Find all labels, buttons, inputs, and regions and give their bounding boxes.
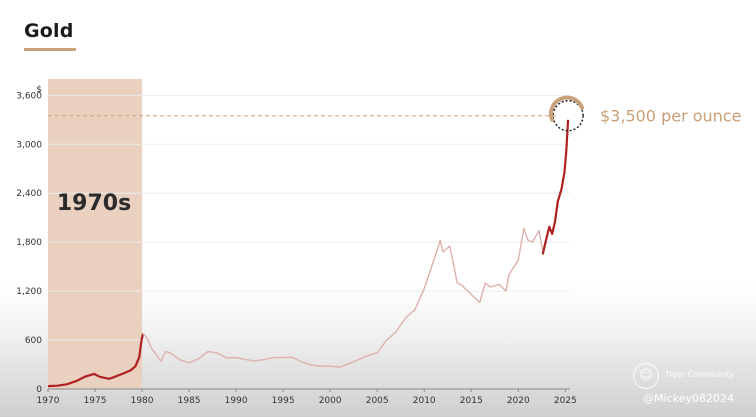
gold-price-line-highlight bbox=[541, 119, 570, 255]
y-tick-label: 600 bbox=[25, 336, 42, 346]
gold-price-line-faded bbox=[142, 227, 544, 368]
x-tick-label: 2025 bbox=[554, 396, 577, 406]
x-tick-label: 2015 bbox=[460, 396, 483, 406]
x-tick-label: 2005 bbox=[366, 396, 389, 406]
price-callout-label: $3,500 per ounce bbox=[600, 107, 741, 126]
chart-title: Gold bbox=[24, 20, 74, 42]
x-tick-label: 2000 bbox=[319, 396, 342, 406]
gold-price-line-highlight bbox=[47, 333, 145, 388]
tiger-community-watermark: ☺ Tiger Community @Mickey082024 bbox=[633, 363, 748, 411]
y-tick-label: 1,200 bbox=[16, 287, 42, 297]
x-tick-label: 1985 bbox=[178, 396, 201, 406]
price-callout-ring-inner bbox=[552, 99, 584, 132]
y-axis-unit-label: $ bbox=[36, 85, 42, 95]
x-tick-label: 1975 bbox=[84, 396, 107, 406]
y-tick-label: 3,000 bbox=[16, 140, 42, 150]
decade-band-label: 1970s bbox=[57, 191, 131, 216]
y-tick-label: 3,600 bbox=[16, 91, 42, 101]
x-tick-label: 2010 bbox=[413, 396, 436, 406]
y-tick-label: 0 bbox=[36, 385, 42, 395]
x-tick-label: 1990 bbox=[225, 396, 248, 406]
price-callout-ring-accent bbox=[548, 95, 585, 122]
title-underline bbox=[24, 48, 76, 51]
x-tick-label: 1980 bbox=[131, 396, 154, 406]
y-tick-label: 1,800 bbox=[16, 238, 42, 248]
x-tick-label: 1995 bbox=[272, 396, 295, 406]
tiger-logo-icon: ☺ bbox=[633, 363, 659, 389]
watermark-handle: @Mickey082024 bbox=[643, 392, 734, 405]
y-tick-label: 2,400 bbox=[16, 189, 42, 199]
watermark-brand: Tiger Community bbox=[665, 370, 734, 379]
x-tick-label: 1970 bbox=[37, 396, 60, 406]
decade-highlight-band bbox=[48, 79, 143, 389]
x-tick-label: 2020 bbox=[507, 396, 530, 406]
